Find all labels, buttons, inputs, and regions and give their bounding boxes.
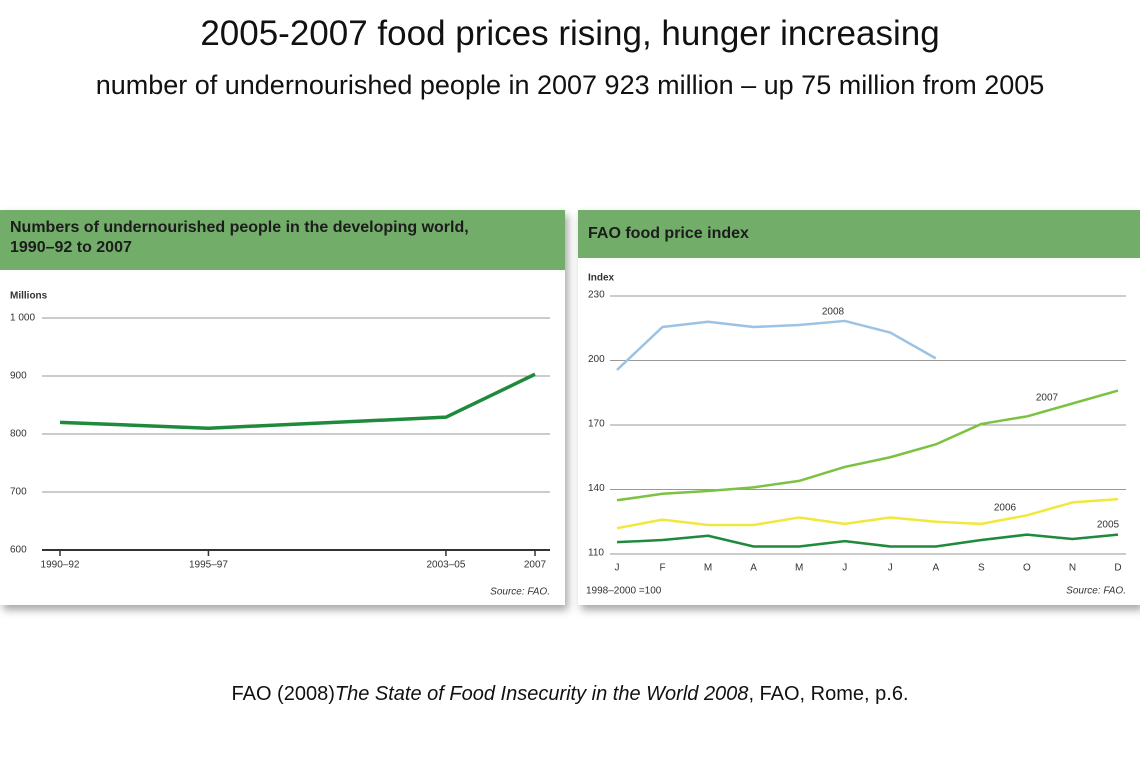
x-tick-label: J xyxy=(842,563,847,574)
y-tick-label: 230 xyxy=(588,290,605,301)
x-tick-label: O xyxy=(1023,563,1031,574)
citation-text: , FAO, Rome, p.6. xyxy=(748,683,909,705)
x-tick-label: F xyxy=(659,563,665,574)
series-label: 2006 xyxy=(994,503,1017,514)
source: Source: FAO. xyxy=(1066,586,1126,597)
chart: Index 1998–2000 =100 Source: FAO. 110 140 170… xyxy=(586,273,1126,597)
data-line xyxy=(59,372,536,430)
x-tick-label: D xyxy=(1114,563,1121,574)
y-tick-label: 200 xyxy=(588,354,605,365)
y-tick-label: 900 xyxy=(10,371,27,382)
x-tick-label: A xyxy=(932,563,939,574)
x-tick-label: 2003–05 xyxy=(426,560,465,571)
y-tick-label: 140 xyxy=(588,483,605,494)
y-axis-label: Millions xyxy=(10,291,48,302)
y-tick-label: 600 xyxy=(10,545,27,556)
x-tick-label: N xyxy=(1069,563,1076,574)
chart: Millions Source: FAO. 1 000 900 800 700 600 199… xyxy=(10,291,550,598)
data-line xyxy=(616,533,1119,548)
x-tick-label: A xyxy=(750,563,757,574)
series-label: 2007 xyxy=(1036,393,1059,404)
chart-title: Numbers of undernourished people in the … xyxy=(0,210,565,270)
y-tick-label: 800 xyxy=(10,429,27,440)
data-line xyxy=(616,497,1119,530)
note: 1998–2000 =100 xyxy=(586,586,662,597)
data-line xyxy=(616,319,937,371)
series-label: 2008 xyxy=(822,307,845,318)
data-line xyxy=(616,389,1119,502)
series-label: 2005 xyxy=(1097,520,1120,531)
slide-subtitle: number of undernourished people in 2007 … xyxy=(95,70,1045,100)
citation: FAO (2008)The State of Food Insecurity i… xyxy=(0,683,1140,706)
x-tick-label: 1995–97 xyxy=(189,560,228,571)
x-tick-label: J xyxy=(888,563,893,574)
citation-title: The State of Food Insecurity in the Worl… xyxy=(334,683,749,705)
x-tick-label: 2007 xyxy=(524,560,547,571)
slide-title: 2005-2007 food prices rising, hunger inc… xyxy=(200,14,940,53)
y-tick-label: 700 xyxy=(10,487,27,498)
y-axis-label: Index xyxy=(588,273,615,284)
y-tick-label: 170 xyxy=(588,419,605,430)
x-tick-label: S xyxy=(978,563,985,574)
x-tick-label: M xyxy=(704,563,712,574)
source: Source: FAO. xyxy=(490,587,550,598)
y-tick-label: 1 000 xyxy=(10,313,35,324)
y-tick-label: 110 xyxy=(588,548,604,559)
x-tick-label: 1990–92 xyxy=(41,560,80,571)
chart-panel: Millions Source: FAO. 1 000 900 800 700 600 199… xyxy=(0,210,565,605)
x-tick-label: M xyxy=(795,563,803,574)
chart-title: FAO food price index xyxy=(578,210,1140,258)
x-tick-label: J xyxy=(615,563,620,574)
citation-text: FAO (2008) xyxy=(231,683,335,705)
chart-panel: Index 1998–2000 =100 Source: FAO. 110 140 170… xyxy=(578,210,1140,605)
